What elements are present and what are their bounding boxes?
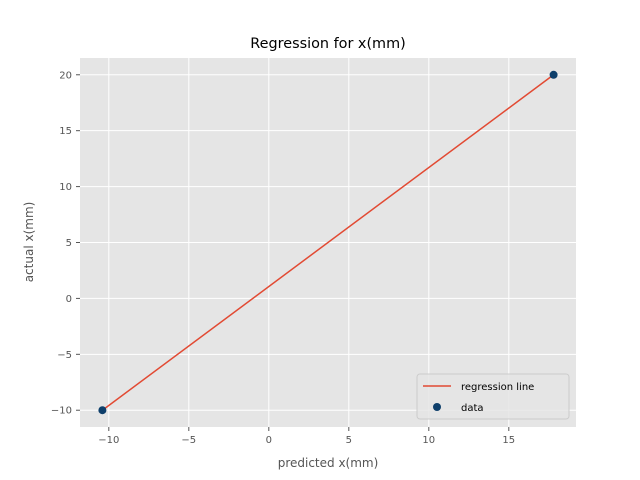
chart-title: Regression for x(mm) [250, 36, 405, 52]
x-tick-label: 5 [346, 435, 352, 446]
y-tick-label: 0 [66, 294, 72, 305]
axis-ticks: −10 −5 0 5 10 15 −10 −5 0 5 10 15 20 [51, 70, 515, 446]
data-point [98, 406, 107, 415]
y-axis-label: actual x(mm) [22, 202, 36, 283]
y-tick-label: 20 [59, 70, 72, 81]
y-tick-label: 5 [66, 238, 72, 249]
chart-marks [98, 70, 558, 415]
x-tick-label: −10 [98, 435, 119, 446]
legend-dot-swatch [433, 403, 441, 411]
y-tick-label: −5 [57, 350, 72, 361]
y-tick-label: −10 [51, 406, 72, 417]
legend-box [416, 373, 570, 420]
x-tick-label: 0 [266, 435, 272, 446]
regression-line [101, 74, 555, 411]
y-tick-label: 15 [59, 126, 72, 137]
x-tick-label: −5 [181, 435, 196, 446]
data-point [549, 70, 558, 79]
x-tick-label: 15 [502, 435, 515, 446]
x-tick-label: 10 [422, 435, 435, 446]
legend: regression line data [416, 373, 570, 420]
legend-label-regression-line: regression line [461, 382, 534, 393]
legend-label-data: data [461, 403, 484, 414]
x-axis-label: predicted x(mm) [278, 456, 379, 470]
y-tick-label: 10 [59, 182, 72, 193]
